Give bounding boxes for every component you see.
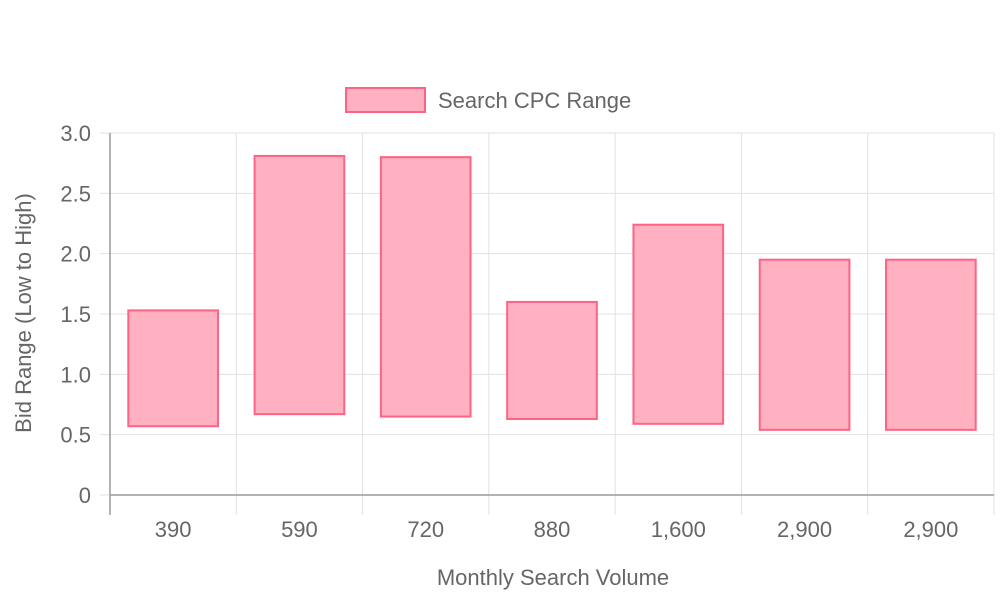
bar [632,223,725,425]
y-tick-label: 0 [79,483,91,508]
legend: Search CPC Range [345,87,631,113]
x-tick-label: 390 [155,517,192,542]
bar [253,154,346,416]
x-tick-label: 2,900 [777,517,832,542]
x-tick-label: 590 [281,517,318,542]
bars [127,154,977,431]
x-tick-label: 2,900 [903,517,958,542]
bar [506,300,598,420]
y-tick-label: 1.5 [60,302,91,327]
x-axis-title: Monthly Search Volume [437,565,669,590]
legend-swatch [345,87,426,113]
bar [379,156,472,418]
bar [885,258,977,431]
x-tick-label: 880 [534,517,571,542]
y-tick-label: 1.0 [60,362,91,387]
y-tick-label: 2.5 [60,181,91,206]
x-tick-label: 720 [407,517,444,542]
bar [127,309,219,428]
y-tick-label: 2.0 [60,242,91,267]
axes: 0 0.5 1.0 1.5 2.0 2.5 3.0 390 590 720 880 1,600 2,90… [60,121,994,542]
x-tick-label: 1,600 [651,517,706,542]
y-axis-title: Bid Range (Low to High) [11,193,36,433]
legend-label: Search CPC Range [438,88,631,113]
bar [758,258,851,431]
y-tick-label: 3.0 [60,121,91,146]
y-tick-label: 0.5 [60,423,91,448]
